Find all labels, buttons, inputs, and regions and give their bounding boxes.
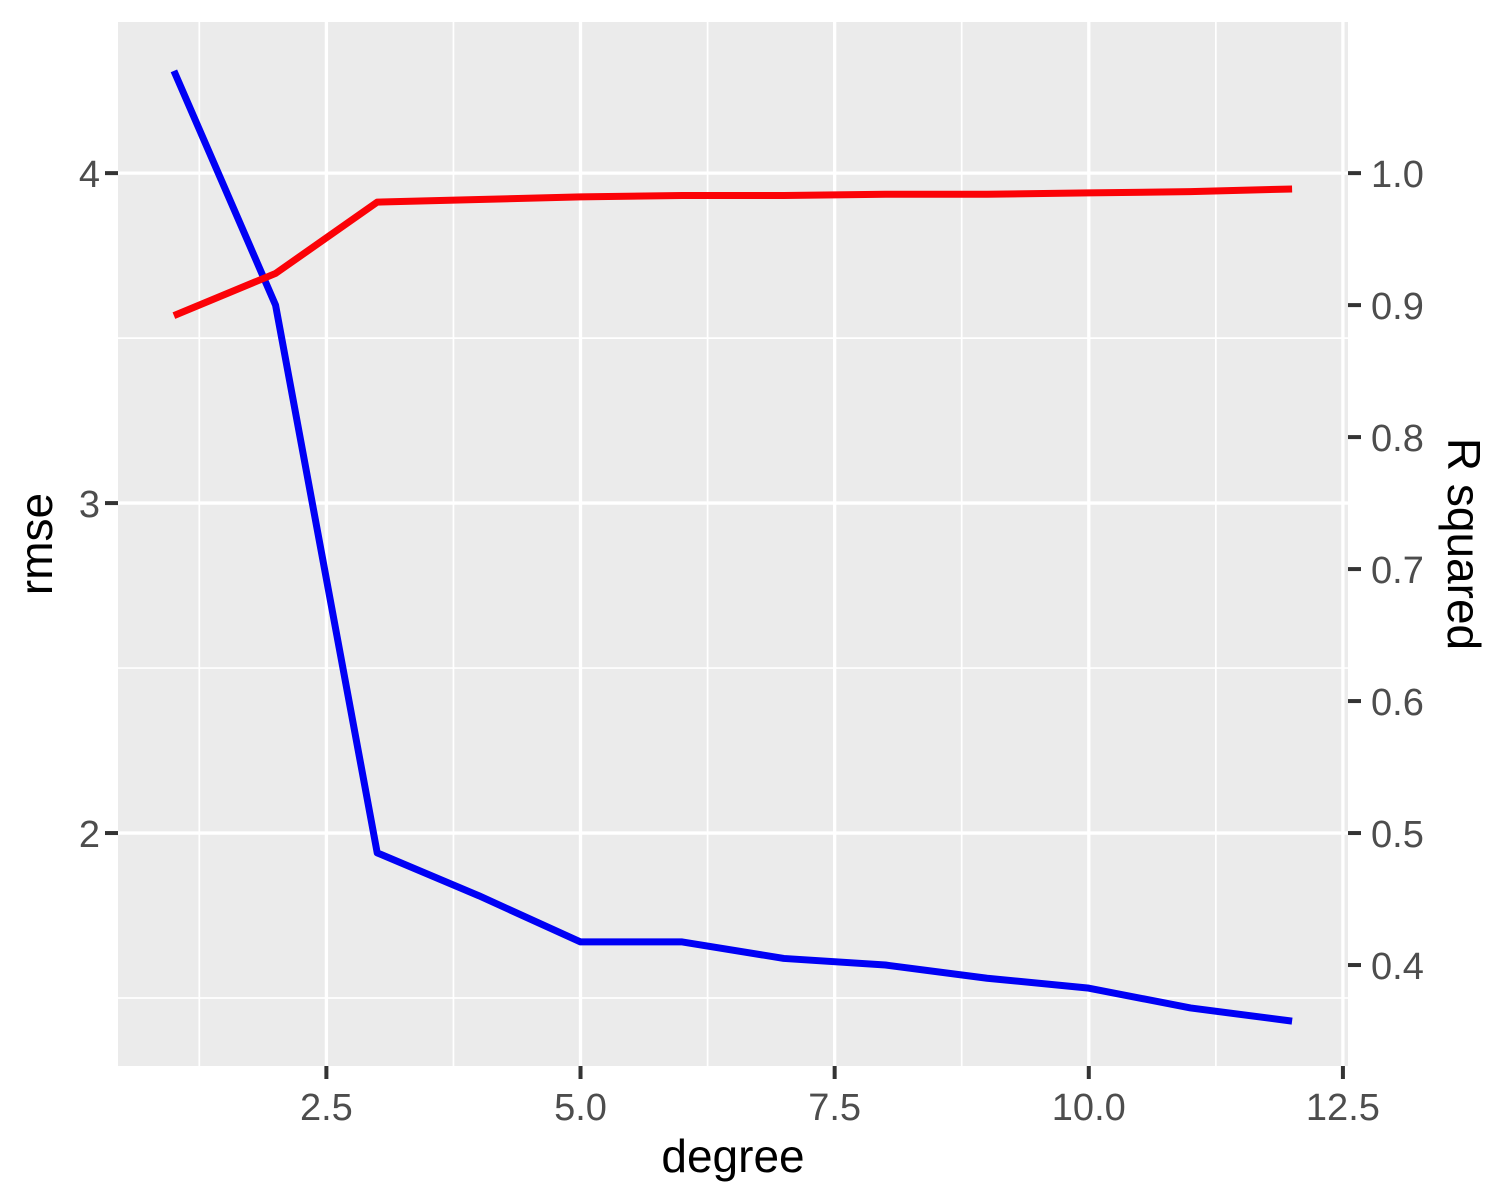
axis-tick-marks — [105, 171, 1361, 1079]
y-right-tick-label: 0.9 — [1371, 286, 1424, 328]
y-right-tick-label: 0.5 — [1371, 814, 1424, 856]
x-tick-label: 7.5 — [808, 1087, 861, 1129]
y-left-tick-label: 4 — [79, 154, 100, 196]
plot-panel — [118, 22, 1348, 1066]
y-left-axis-title: rmse — [10, 493, 62, 595]
y-right-axis-title: R squared — [1438, 438, 1490, 650]
y-right-tick-label: 0.4 — [1371, 946, 1424, 988]
axis-tick-labels: 2.5 5.0 7.5 10.0 12.5 2 3 4 0.4 0.5 0.6 0.7 0.8 0.9 1.… — [79, 154, 1424, 1129]
data-series — [170, 69, 1293, 1025]
y-left-tick-label: 3 — [79, 484, 100, 526]
x-tick-label: 5.0 — [554, 1087, 607, 1129]
x-tick-label: 12.5 — [1306, 1087, 1380, 1129]
y-right-tick-label: 0.8 — [1371, 418, 1424, 460]
series-line-rmse — [170, 69, 1293, 1025]
x-axis-title: degree — [661, 1130, 804, 1182]
y-right-tick-label: 0.7 — [1371, 550, 1424, 592]
x-tick-label: 2.5 — [300, 1087, 353, 1129]
y-right-tick-label: 1.0 — [1371, 154, 1424, 196]
series-line-r-squared — [172, 185, 1293, 319]
x-tick-label: 10.0 — [1052, 1087, 1126, 1129]
y-right-tick-label: 0.6 — [1371, 682, 1424, 724]
y-left-tick-label: 2 — [79, 814, 100, 856]
